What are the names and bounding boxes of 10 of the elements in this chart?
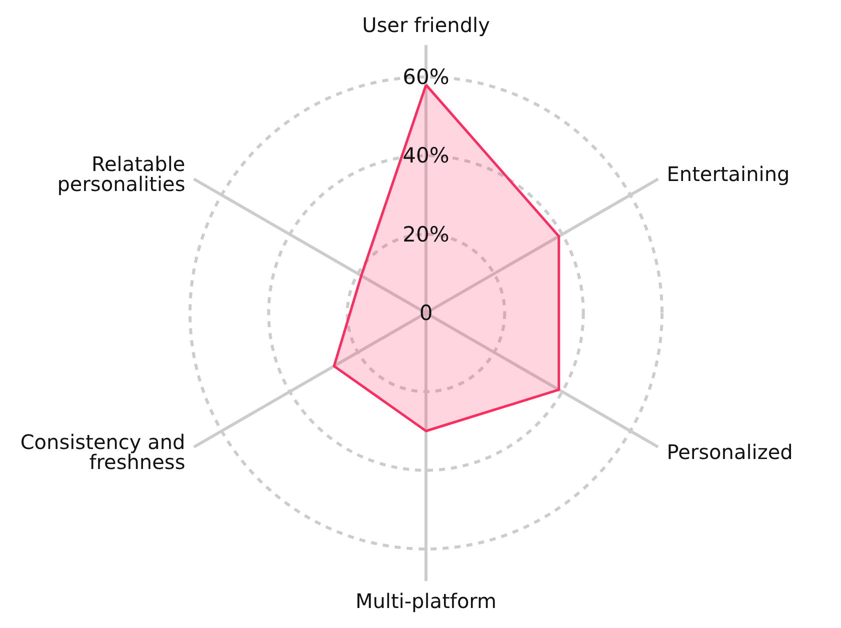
y-tick-label: 60% xyxy=(402,65,450,89)
y-tick-label: 0 xyxy=(419,301,433,325)
y-tick-label: 20% xyxy=(402,222,450,246)
spoke-label: Personalized xyxy=(666,440,793,464)
y-tick-label: 40% xyxy=(402,144,450,168)
spoke-label: Entertaining xyxy=(666,162,790,186)
spoke-label: Consistency and freshness xyxy=(20,430,186,474)
spoke-label: Multi-platform xyxy=(355,589,497,613)
spoke-label: User friendly xyxy=(362,13,490,37)
spoke-label: Relatable personalities xyxy=(57,152,186,196)
